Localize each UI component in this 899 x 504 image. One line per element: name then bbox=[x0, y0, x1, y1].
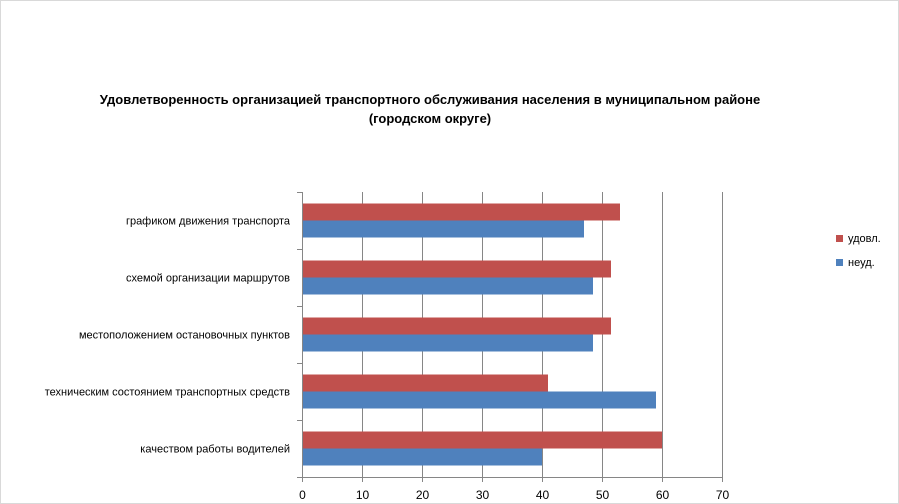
category-labels: графиком движения транспорта схемой орган… bbox=[45, 216, 291, 456]
bar-satisfied bbox=[303, 374, 548, 392]
legend-swatch bbox=[836, 235, 843, 242]
category-label: качеством работы водителей bbox=[140, 444, 290, 456]
bar-satisfied bbox=[303, 431, 662, 449]
legend-label: неуд. bbox=[848, 257, 875, 269]
bars bbox=[303, 203, 662, 466]
x-tick-label: 50 bbox=[596, 488, 610, 502]
x-tick-label: 40 bbox=[536, 488, 550, 502]
legend-swatch bbox=[836, 259, 843, 266]
tick-labels: 0 10 20 30 40 50 60 70 bbox=[299, 488, 729, 502]
x-tick-label: 60 bbox=[656, 488, 670, 502]
bar-unsatisfied bbox=[303, 391, 656, 409]
chart-title: Удовлетворенность организацией транспорт… bbox=[60, 90, 800, 128]
category-label: схемой организации маршрутов bbox=[126, 273, 290, 285]
chart-title-line-2: (городском округе) bbox=[368, 111, 492, 126]
category-label: местоположением остановочных пунктов bbox=[79, 330, 290, 342]
bar-satisfied bbox=[303, 317, 611, 335]
bar-satisfied bbox=[303, 260, 611, 278]
bar-satisfied bbox=[303, 203, 620, 221]
bar-unsatisfied bbox=[303, 334, 593, 352]
legend-label: удовл. bbox=[848, 233, 881, 245]
category-label: графиком движения транспорта bbox=[126, 216, 291, 228]
bar-unsatisfied bbox=[303, 220, 584, 238]
x-tick-label: 10 bbox=[356, 488, 370, 502]
x-tick-label: 20 bbox=[416, 488, 430, 502]
x-tick-label: 30 bbox=[476, 488, 490, 502]
legend: удовл. неуд. bbox=[836, 233, 881, 269]
bar-unsatisfied bbox=[303, 277, 593, 295]
bar-unsatisfied bbox=[303, 448, 542, 466]
chart-title-line-1: Удовлетворенность организацией транспорт… bbox=[99, 92, 761, 107]
x-tick-label: 70 bbox=[716, 488, 730, 502]
x-tick-label: 0 bbox=[299, 488, 306, 502]
category-label: техническим состоянием транспортных сред… bbox=[45, 387, 290, 399]
axes bbox=[297, 192, 723, 482]
